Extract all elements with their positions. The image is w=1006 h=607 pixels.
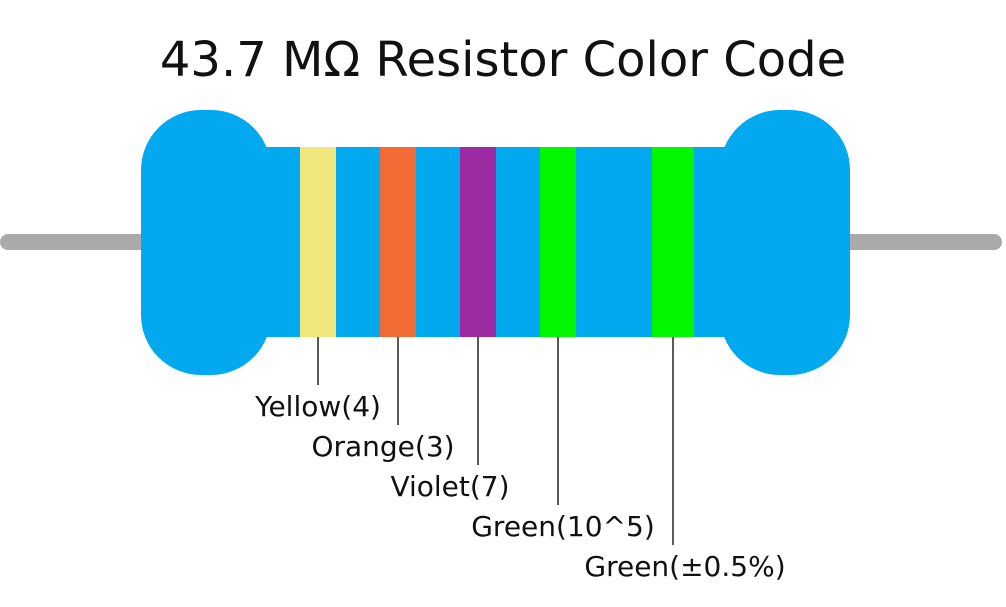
band-green-tolerance — [652, 147, 694, 337]
right-cap — [720, 110, 850, 375]
label-green-multiplier: Green(10^5) — [471, 510, 655, 543]
band-yellow — [300, 147, 336, 337]
page-title: 43.7 MΩ Resistor Color Code — [159, 32, 847, 88]
label-green-tolerance: Green(±0.5%) — [584, 550, 785, 583]
band-orange — [380, 147, 416, 337]
label-orange: Orange(3) — [311, 430, 454, 463]
left-cap — [141, 110, 271, 375]
label-violet: Violet(7) — [390, 470, 509, 503]
band-green-multiplier — [540, 147, 576, 337]
band-violet — [460, 147, 496, 337]
label-yellow: Yellow(4) — [254, 390, 381, 423]
